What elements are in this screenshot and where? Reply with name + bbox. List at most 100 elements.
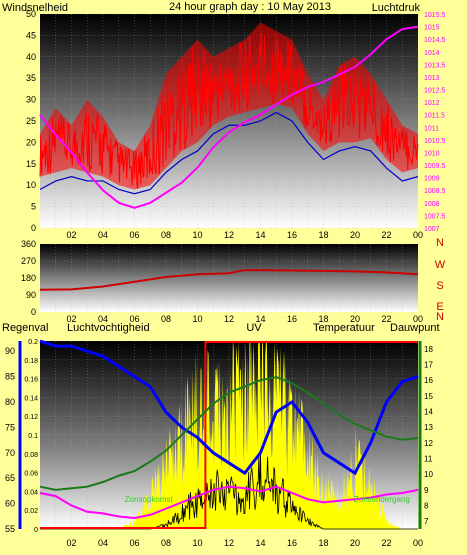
x-tick-label: 08 (161, 538, 171, 548)
uv-tick-label: 0.12 (24, 414, 38, 421)
uv-tick-label: 0.04 (24, 489, 38, 496)
x-tick-label: 18 (318, 230, 328, 240)
x-tick-label: 02 (66, 230, 76, 240)
pressure-tick-label: 1007.5 (424, 213, 446, 220)
x-tick-label: 08 (161, 230, 171, 240)
pressure-tick-label: 1007 (424, 226, 440, 233)
pressure-axis-label: Luchtdruk (372, 2, 421, 14)
wind-tick-label: 50 (26, 9, 36, 19)
uv-tick-label: 0.2 (28, 339, 38, 346)
temperature-tick-label: 15 (424, 392, 433, 401)
wind-speed-line (39, 33, 419, 189)
sunrise-label: Zonsopkomst (125, 495, 174, 504)
wind-tick-label: 30 (26, 95, 36, 105)
uv-axis-label: UV (246, 322, 262, 334)
temperature-tick-label: 18 (424, 345, 433, 354)
x-tick-label: 14 (255, 230, 265, 240)
humidity-axis-label: Luchtvochtigheid (67, 322, 150, 334)
x-tick-label: 10 (192, 314, 202, 324)
x-tick-label: 16 (287, 314, 297, 324)
x-tick-label: 14 (255, 538, 265, 548)
x-tick-label: 12 (224, 230, 234, 240)
humidity-tick-label: 70 (5, 448, 15, 458)
pressure-tick-label: 1012 (424, 100, 440, 107)
x-tick-label: 10 (192, 538, 202, 548)
x-tick-label: 02 (66, 314, 76, 324)
x-tick-label: 20 (350, 230, 360, 240)
temperature-line (39, 375, 419, 491)
uv-tick-label: 0.18 (24, 358, 38, 365)
humidity-tick-label: 65 (5, 473, 15, 483)
direction-tick-label: 180 (21, 273, 36, 283)
x-tick-label: 10 (192, 230, 202, 240)
compass-label: N (436, 237, 444, 249)
compass-label: E (436, 301, 443, 313)
temperature-tick-label: 10 (424, 470, 433, 479)
dewpoint-line (39, 485, 419, 520)
pressure-tick-label: 1014.5 (424, 37, 446, 44)
compass-label: N (436, 311, 444, 323)
x-tick-label: 14 (255, 314, 265, 324)
x-tick-label: 12 (224, 314, 234, 324)
pressure-tick-label: 1013 (424, 75, 440, 82)
humidity-tick-label: 60 (5, 499, 15, 509)
uv-tick-label: 0 (34, 527, 38, 534)
wind-tick-label: 5 (31, 202, 36, 212)
temperature-tick-label: 9 (424, 486, 429, 495)
uv-tick-label: 0.02 (24, 508, 38, 515)
wind-tick-label: 35 (26, 73, 36, 83)
x-tick-label: 06 (129, 538, 139, 548)
temperature-tick-label: 14 (424, 408, 433, 417)
uv-tick-label: 0.16 (24, 377, 38, 384)
temperature-tick-label: 8 (424, 502, 429, 511)
direction-tick-label: 270 (21, 256, 36, 266)
pressure-tick-label: 1009 (424, 176, 440, 183)
pressure-tick-label: 1009.5 (424, 163, 446, 170)
wind-tick-label: 15 (26, 159, 36, 169)
wind-tick-label: 25 (26, 116, 36, 126)
pressure-tick-label: 1015 (424, 25, 440, 32)
x-tick-label: 22 (381, 538, 391, 548)
chart-title: 24 hour graph day : 10 May 2013 (169, 1, 331, 13)
pressure-line (39, 25, 419, 209)
pressure-tick-label: 1008 (424, 201, 440, 208)
wind-tick-label: 45 (26, 30, 36, 40)
uv-tick-label: 0.14 (24, 395, 38, 402)
humidity-tick-label: 75 (5, 422, 15, 432)
sunset-label: Zonsondergang (354, 495, 410, 504)
humidity-line (39, 339, 419, 476)
humidity-tick-label: 55 (5, 524, 15, 534)
temperature-axis-label: Temperatuur (313, 322, 375, 334)
wind-tick-label: 0 (31, 223, 36, 233)
pressure-tick-label: 1008.5 (424, 188, 446, 195)
dewpoint-axis-label: Dauwpunt (390, 322, 440, 334)
wind-gust-band (40, 22, 418, 190)
x-tick-label: 00 (413, 230, 423, 240)
wind-tick-label: 40 (26, 52, 36, 62)
direction-tick-label: 0 (31, 307, 36, 317)
temperature-tick-label: 7 (424, 517, 429, 526)
pressure-tick-label: 1011 (424, 125, 439, 132)
x-tick-label: 22 (381, 230, 391, 240)
rain-line (40, 341, 418, 529)
x-tick-label: 06 (129, 230, 139, 240)
rain-axis-label: Regenval (2, 322, 48, 334)
pressure-tick-label: 1010.5 (424, 138, 446, 145)
humidity-tick-label: 80 (5, 397, 15, 407)
pressure-tick-label: 1010 (424, 150, 440, 157)
x-tick-label: 06 (129, 314, 139, 324)
x-tick-label: 02 (66, 538, 76, 548)
wind-axis-label: Windsnelheid (2, 2, 68, 14)
pressure-tick-label: 1013.5 (424, 62, 446, 69)
pressure-tick-label: 1014 (424, 50, 440, 57)
pressure-tick-label: 1011.5 (424, 113, 445, 120)
temperature-tick-label: 17 (424, 361, 433, 370)
x-tick-label: 20 (350, 538, 360, 548)
humidity-tick-label: 85 (5, 372, 15, 382)
x-tick-label: 04 (98, 230, 108, 240)
uv-tick-label: 0.06 (24, 471, 38, 478)
wind-tick-label: 10 (26, 180, 36, 190)
direction-tick-label: 90 (26, 290, 36, 300)
compass-label: S (436, 280, 443, 292)
